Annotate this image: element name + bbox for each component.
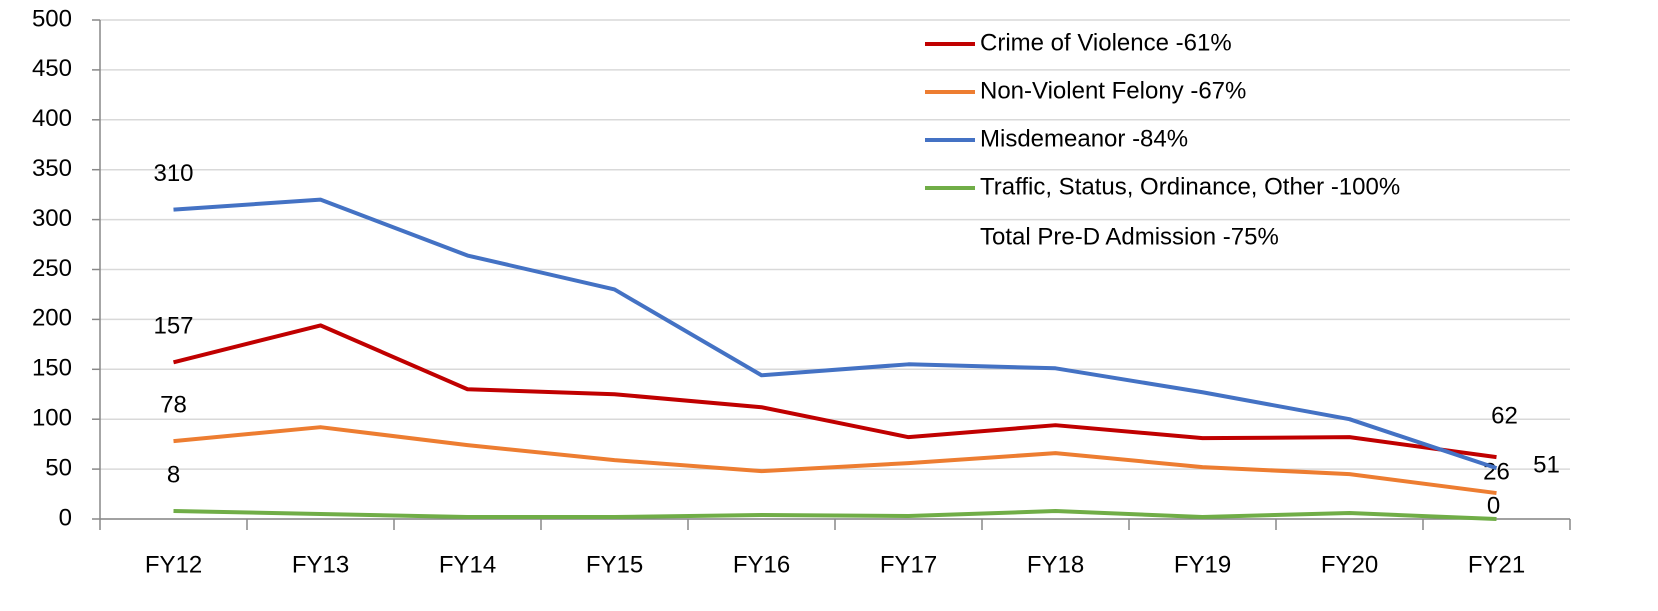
data-label: 8 [167,461,180,488]
series-line [173,425,1497,496]
series-line [173,197,1498,470]
y-tick-label: 100 [32,405,72,432]
series-line [173,323,1497,460]
data-label: 62 [1491,402,1518,429]
x-tick-label: FY12 [145,551,202,578]
y-tick-label: 50 [45,454,72,481]
data-label: 26 [1483,458,1510,485]
y-tick-label: 0 [59,504,72,531]
data-label: 157 [153,313,193,340]
y-tick-label: 450 [32,55,72,82]
y-tick-label: 350 [32,155,72,182]
x-tick-label: FY16 [733,551,790,578]
x-tick-label: FY19 [1174,551,1231,578]
data-label: 78 [160,391,187,418]
legend-label: Traffic, Status, Ordinance, Other -100% [980,173,1400,200]
y-tick-label: 400 [32,105,72,132]
x-tick-label: FY14 [439,551,496,578]
data-label: 51 [1533,451,1560,478]
y-tick-label: 200 [32,305,72,332]
x-tick-label: FY15 [586,551,643,578]
y-tick-label: 500 [32,5,72,32]
data-label: 0 [1487,492,1500,519]
x-tick-label: FY18 [1027,551,1084,578]
legend-label: Non-Violent Felony -67% [980,77,1246,104]
x-tick-label: FY13 [292,551,349,578]
series-line [173,509,1497,521]
x-tick-label: FY21 [1468,551,1525,578]
x-tick-label: FY17 [880,551,937,578]
x-tick-label: FY20 [1321,551,1378,578]
legend-note: Total Pre-D Admission -75% [980,223,1279,250]
data-label: 310 [153,160,193,187]
y-tick-label: 150 [32,355,72,382]
y-tick-label: 250 [32,255,72,282]
legend-label: Crime of Violence -61% [980,29,1232,56]
legend-label: Misdemeanor -84% [980,125,1188,152]
y-tick-label: 300 [32,205,72,232]
